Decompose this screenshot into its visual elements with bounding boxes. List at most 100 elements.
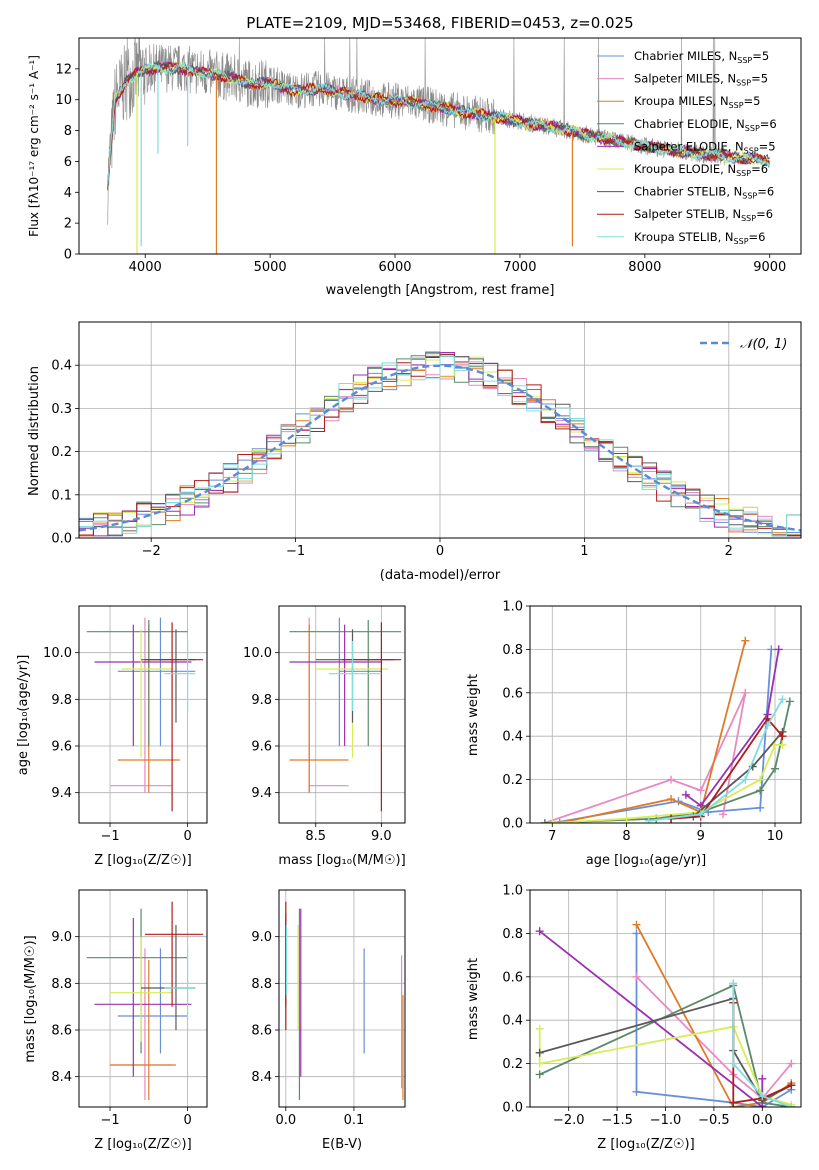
y-tick-label: 10.0: [243, 646, 272, 661]
weight-marker-kE: [548, 819, 557, 823]
plot-area: [107, 38, 770, 254]
x-tick-label: 4000: [129, 260, 162, 275]
weight-marker-sS: [778, 732, 787, 741]
weight-marker-cM: [756, 803, 765, 812]
legend-entry-cS: Chabrier STELIB, NSSP=6: [634, 185, 774, 201]
legend-entry-sM: Salpeter MILES, NSSP=5: [634, 72, 768, 88]
weight-marker-cM: [767, 645, 776, 654]
weight-marker-sM: [741, 688, 750, 697]
y-tick-label: 8.4: [251, 1070, 272, 1085]
y-tick-label: 8.8: [251, 977, 272, 992]
x-tick-label: 0.0: [752, 1113, 773, 1128]
y-tick-label: 12: [55, 62, 72, 77]
weight-marker-kM: [632, 920, 641, 929]
plot-area: [285, 901, 404, 1100]
plot-area: [535, 920, 796, 1107]
weight-marker-kS: [787, 1103, 796, 1107]
x-tick-label: 0: [183, 829, 191, 844]
weight-marker-kM: [667, 795, 676, 804]
x-tick-label: 8: [622, 829, 630, 844]
spectrum-panel: 4000 5000 6000 7000 8000 9000 0 2 4 6 8 10 12 Chabrie…: [55, 37, 802, 275]
y-tick-label: 2: [64, 217, 72, 232]
weight-line-cE: [539, 984, 792, 1107]
x-tick-label: −1.5: [601, 1113, 633, 1128]
spectrum-title: PLATE=2109, MJD=53468, FIBERID=0453, z=0…: [246, 14, 633, 32]
legend-entry-cM: Chabrier MILES, NSSP=5: [634, 49, 769, 65]
residuals-panel: −2 −1 0 1 2 0.0 0.1 0.2 0.3 0.4 𝒩(0, 1): [51, 321, 802, 559]
y-tick-label: 0.6: [502, 686, 523, 701]
y-tick-label: 8.6: [251, 1024, 272, 1039]
legend-entry-sE: Salpeter ELODIE, NSSP=5: [634, 139, 776, 155]
weight-vs-age-panel: 7 8 9 10 0.0 0.2 0.4 0.6 0.8 1.0: [502, 600, 802, 844]
weight-marker-cE: [535, 1070, 544, 1079]
y-tick-label: 9.4: [251, 786, 272, 801]
weight-marker-sM: [719, 810, 728, 819]
y-tick-label: 1.0: [502, 600, 523, 615]
weight-marker-sM: [632, 972, 641, 981]
age-z-ylabel: age [log₁₀(age/yr)]: [16, 655, 31, 776]
legend-normal-label: 𝒩(0, 1): [740, 337, 787, 352]
y-tick-label: 8: [64, 124, 72, 139]
weight-line-cE: [544, 701, 791, 823]
weight-marker-kS: [696, 810, 705, 819]
axes-frame: [529, 889, 802, 1108]
axes-frame: [78, 321, 802, 539]
x-tick-label: 0.0: [275, 1113, 296, 1128]
age-z-xlabel: Z [log₁₀(Z/Z☉)]: [94, 853, 191, 868]
weight-line-sM: [635, 976, 792, 1100]
y-tick-label: 9.0: [251, 930, 272, 945]
y-tick-label: 0.4: [502, 730, 523, 745]
plot-area: [86, 901, 204, 1100]
weight-marker-kE: [756, 775, 765, 784]
weight-z-ylabel: mass weight: [466, 958, 481, 1040]
mass-ebv-xlabel: E(B-V): [322, 1137, 362, 1152]
x-tick-label: 9000: [753, 260, 786, 275]
legend-entry-kM: Kroupa MILES, NSSP=5: [634, 94, 760, 110]
mass-z-ylabel: mass [log₁₀(M/M☉)]: [23, 935, 38, 1062]
y-tick-label: 0.0: [51, 532, 72, 547]
weight-marker-sE: [681, 790, 690, 799]
weight-marker-sM: [696, 786, 705, 795]
weight-marker-kE: [535, 1059, 544, 1068]
spectrum-xlabel: wavelength [Angstrom, rest frame]: [326, 283, 555, 298]
mass-vs-z-panel: −1 0 8.4 8.6 8.8 9.0: [51, 889, 208, 1128]
weight-line-sE: [685, 649, 780, 807]
x-tick-label: −1: [286, 544, 305, 559]
x-tick-label: 0: [183, 1113, 191, 1128]
plot-area: [289, 617, 402, 812]
y-tick-label: 0.6: [502, 970, 523, 985]
weight-marker-kM: [741, 636, 750, 645]
weight-marker-kS: [729, 979, 738, 988]
weight-line-kM: [559, 640, 747, 823]
data-spectrum-line: [107, 38, 727, 225]
x-tick-label: 7: [548, 829, 556, 844]
x-tick-label: 5000: [254, 260, 287, 275]
x-tick-label: 10: [767, 829, 784, 844]
y-tick-label: 0.2: [51, 445, 72, 460]
y-tick-label: 4: [64, 186, 72, 201]
legend-entry-kS: Kroupa STELIB, NSSP=6: [634, 230, 765, 246]
weight-marker-kS: [644, 816, 653, 823]
x-tick-label: 9.0: [371, 829, 392, 844]
x-tick-label: 1: [580, 544, 588, 559]
weight-age-ylabel: mass weight: [466, 674, 481, 756]
residuals-xlabel: (data-model)/error: [380, 568, 501, 583]
axes-frame: [278, 605, 406, 824]
weight-marker-cS: [535, 1048, 544, 1057]
y-tick-label: 0.2: [502, 773, 523, 788]
x-tick-label: 8.5: [305, 829, 326, 844]
weight-age-xlabel: age [log₁₀(age/yr)]: [586, 853, 707, 868]
x-tick-label: −2.0: [553, 1113, 585, 1128]
weight-marker-cM: [632, 929, 641, 938]
y-tick-label: 8.8: [51, 977, 72, 992]
x-tick-label: −1: [100, 829, 119, 844]
x-tick-label: 9: [697, 829, 705, 844]
y-tick-label: 1.0: [502, 884, 523, 899]
weight-marker-kE: [622, 814, 631, 823]
x-tick-label: 8000: [628, 260, 661, 275]
weight-marker-kE: [535, 1024, 544, 1033]
weight-marker-cE: [771, 764, 780, 773]
legend-entry-cE: Chabrier ELODIE, NSSP=6: [634, 117, 777, 133]
axes-frame: [78, 889, 208, 1108]
